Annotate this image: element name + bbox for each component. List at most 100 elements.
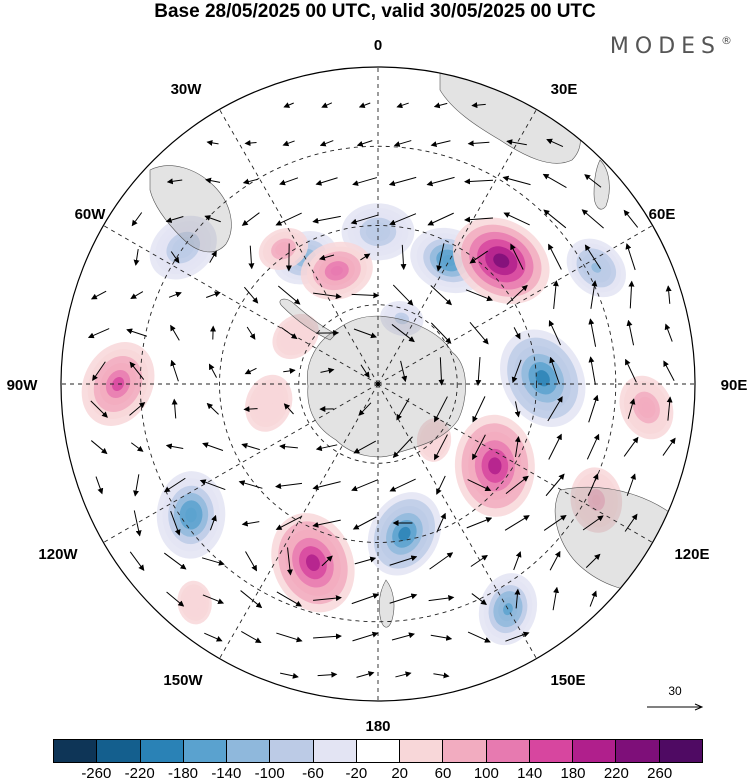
wind-arrow	[465, 289, 493, 302]
madagascar-landmass	[593, 159, 610, 210]
wind-arrow	[433, 672, 450, 679]
lon-label-180: 180	[365, 718, 391, 735]
wind-arrow	[436, 512, 446, 533]
colorbar-tick-label: -220	[124, 765, 155, 782]
wind-arrow	[313, 595, 342, 602]
colorbar-swatch	[227, 740, 271, 762]
wind-arrow	[662, 437, 676, 456]
wind-arrow	[391, 632, 415, 641]
vector-reference-arrow	[647, 703, 704, 711]
wind-arrow	[202, 594, 225, 604]
wind-arrow	[389, 593, 418, 604]
wind-arrow	[243, 406, 258, 413]
colorbar-tick-label: -260	[81, 765, 112, 782]
wind-arrow	[588, 318, 597, 347]
wind-arrow	[131, 212, 143, 227]
wind-arrow	[133, 248, 140, 266]
wind-arrow	[168, 291, 182, 298]
lon-label-120w: 120W	[38, 546, 78, 563]
wind-arrow	[129, 361, 145, 380]
lon-label-90w: 90W	[6, 377, 38, 394]
wind-arrow	[430, 634, 453, 641]
colorbar	[53, 739, 703, 763]
colorbar-tick-label: 260	[647, 765, 673, 782]
wind-arrow	[126, 328, 148, 337]
colorbar-tick-label: -60	[302, 765, 324, 782]
meridian-line	[103, 383, 379, 543]
anomaly-center	[570, 467, 623, 533]
wind-arrow	[315, 444, 338, 452]
wind-arrow	[133, 510, 142, 537]
wind-arrow	[469, 250, 488, 264]
colorbar-swatch	[313, 740, 357, 762]
wind-arrow	[243, 286, 259, 304]
colorbar-swatch	[97, 740, 141, 762]
wind-arrow	[389, 478, 416, 492]
wind-arrow	[133, 474, 140, 497]
wind-arrow	[279, 177, 299, 186]
wind-arrow	[206, 402, 219, 415]
wind-arrow	[504, 515, 530, 531]
meridian-line	[377, 383, 653, 543]
lon-label-150e: 150E	[550, 672, 586, 689]
wind-arrow	[166, 591, 185, 607]
wind-arrow	[503, 212, 530, 226]
meridian-line	[219, 383, 379, 659]
colorbar-swatch	[140, 740, 184, 762]
wind-arrow	[244, 140, 257, 147]
colorbar-swatch	[573, 740, 617, 762]
colorbar-swatch	[54, 740, 98, 762]
wind-arrow	[358, 102, 371, 109]
wind-arrow	[206, 139, 219, 146]
wind-arrow	[245, 551, 257, 572]
lon-label-60e: 60E	[648, 206, 676, 223]
colorbar-tick-label: 100	[473, 765, 499, 782]
colorbar-tick-labels: -260 -220 -180 -140 -100 -60 -20 20 60 100 140 180 2…	[53, 765, 703, 783]
wind-arrow	[350, 214, 379, 225]
wind-arrow	[514, 401, 521, 418]
anomaly-contour	[191, 598, 198, 607]
antarctica-landmass	[307, 315, 466, 458]
wind-arrow	[87, 328, 110, 339]
wind-arrow	[467, 631, 491, 643]
wind-arrow	[664, 323, 673, 342]
wind-arrow	[543, 209, 567, 229]
latitude-circle	[219, 225, 537, 543]
wind-arrow	[582, 515, 604, 531]
wind-arrow	[438, 357, 445, 386]
wind-arrow	[548, 319, 561, 346]
wind-arrow	[389, 213, 417, 226]
wind-arrow	[626, 473, 636, 496]
wind-arrow	[165, 443, 184, 450]
wind-arrow	[209, 250, 217, 263]
wind-arrow	[90, 290, 107, 300]
wind-arrow	[171, 398, 178, 419]
colorbar-swatch	[486, 740, 530, 762]
wind-arrow	[584, 174, 602, 188]
wind-arrow	[388, 176, 417, 187]
wind-arrow	[170, 324, 180, 341]
wind-arrow	[506, 139, 527, 146]
anomaly-contour	[398, 526, 411, 541]
wind-arrow	[321, 555, 333, 567]
wind-arrow	[586, 433, 600, 460]
anomaly-contour	[442, 255, 456, 266]
wind-arrow	[549, 550, 561, 571]
wind-arrow	[665, 285, 672, 304]
wind-arrow	[396, 102, 409, 109]
anomaly-center	[367, 492, 442, 576]
wind-arrow	[542, 173, 567, 189]
wind-arrow	[354, 556, 377, 565]
anomaly-contour	[279, 245, 288, 253]
wind-arrow	[312, 519, 341, 528]
wind-arrow	[546, 138, 564, 147]
wind-arrow	[623, 436, 639, 457]
wind-arrow	[319, 140, 334, 147]
wind-arrow	[317, 671, 338, 678]
wind-arrow	[625, 243, 636, 271]
wind-arrow	[547, 396, 563, 422]
wind-arrow	[514, 436, 521, 458]
wind-arrow	[545, 473, 565, 497]
wind-arrow	[589, 590, 597, 607]
colorbar-tick-label: 20	[391, 765, 408, 782]
